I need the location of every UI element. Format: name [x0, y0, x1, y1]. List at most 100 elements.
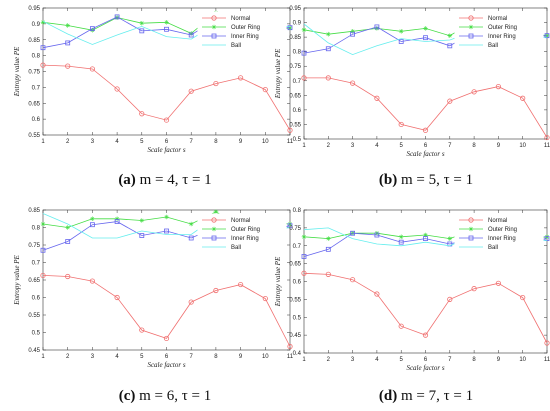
x-tick-label: 2 [66, 139, 70, 145]
data-point [301, 254, 307, 259]
y-tick-label: 0.8 [32, 54, 41, 60]
legend-marker [468, 217, 474, 223]
x-tick-label: 1 [302, 143, 306, 149]
x-tick-label: 9 [497, 143, 501, 149]
data-point [188, 88, 194, 94]
data-point [325, 271, 331, 277]
data-point [301, 270, 307, 276]
y-tick-label: 0.75 [28, 70, 40, 76]
x-tick-label: 11 [544, 357, 550, 363]
x-tick-label: 7 [448, 357, 452, 363]
x-tick-label: 7 [190, 139, 194, 145]
series-line-normal [42, 64, 291, 131]
legend-box [197, 213, 287, 255]
y-tick-label: 0.85 [28, 208, 40, 214]
x-tick-label: 9 [497, 357, 501, 363]
data-point [398, 121, 404, 128]
x-axis-label: Scale factor s [147, 146, 185, 154]
y-tick-label: 0.9 [32, 22, 41, 28]
data-point [114, 14, 120, 20]
data-point [544, 33, 550, 39]
data-point [398, 234, 404, 240]
data-point [326, 31, 331, 37]
data-point [398, 239, 404, 245]
y-tick-label: 0.85 [289, 35, 301, 41]
x-tick-label: 10 [262, 139, 269, 145]
data-point [114, 294, 120, 301]
data-point [139, 218, 145, 223]
y-tick-label: 0.7 [32, 261, 41, 267]
data-point [139, 327, 145, 333]
data-point [40, 247, 46, 253]
data-point [90, 27, 95, 33]
y-tick-label: 0.75 [289, 64, 301, 70]
legend: Normal Outer Ring Inner Ring Ball [454, 213, 544, 255]
x-tick-label: 8 [214, 139, 218, 145]
x-tick-label: 4 [375, 357, 379, 363]
y-axis-label: Entropy value PE [13, 255, 21, 306]
x-tick-label: 2 [327, 143, 331, 149]
panel-caption: (b) m = 5, τ = 1 [379, 172, 473, 188]
x-tick-label: 1 [302, 357, 306, 363]
y-tick-label: 0.7 [32, 85, 41, 91]
legend-marker [211, 15, 217, 21]
legend-marker [211, 226, 217, 232]
legend-label: Inner Ring [231, 236, 259, 242]
x-tick-label: 8 [214, 354, 218, 360]
y-tick-label: 0.65 [289, 262, 301, 268]
x-axis-label: Scale factor s [406, 150, 444, 158]
data-point [495, 84, 501, 90]
data-point [164, 214, 169, 220]
data-point [301, 234, 307, 240]
data-point [349, 277, 356, 283]
data-point [65, 239, 71, 244]
y-tick-label: 0.6 [32, 296, 41, 302]
y-tick-label: 0.6 [32, 117, 41, 123]
y-tick-label: 0.45 [28, 348, 40, 354]
data-point [238, 281, 244, 288]
y-tick-label: 0.5 [293, 315, 302, 321]
x-tick-label: 1 [41, 354, 45, 360]
x-tick-label: 3 [351, 143, 355, 149]
data-point [65, 40, 71, 46]
x-tick-label: 7 [448, 143, 452, 149]
data-point [164, 19, 169, 25]
data-point [471, 89, 477, 95]
legend-label: Ball [231, 43, 241, 49]
x-tick-label: 9 [239, 354, 243, 360]
data-point [325, 46, 331, 52]
y-axis-label: Entropy value PE [13, 46, 21, 97]
legend-label: Ball [488, 245, 498, 251]
x-tick-label: 3 [351, 357, 355, 363]
legend-marker [468, 15, 474, 21]
legend-marker [211, 33, 217, 39]
x-tick-label: 8 [472, 143, 476, 149]
legend-marker [468, 24, 474, 30]
y-tick-label: 0.95 [28, 6, 40, 12]
x-tick-label: 4 [375, 143, 379, 149]
data-point [301, 27, 307, 33]
y-tick-label: 0.5 [32, 331, 41, 337]
legend-label: Normal [231, 218, 250, 224]
x-tick-label: 3 [91, 354, 95, 360]
x-tick-label: 6 [424, 143, 428, 149]
x-tick-label: 1 [41, 139, 45, 145]
x-tick-label: 5 [400, 143, 404, 149]
data-point [423, 232, 428, 238]
y-tick-label: 0.85 [28, 38, 40, 44]
data-point [374, 291, 380, 297]
legend-label: Inner Ring [488, 236, 516, 242]
y-tick-label: 0.65 [289, 93, 301, 99]
legend-label: Ball [231, 245, 241, 251]
data-point [89, 66, 96, 72]
data-point [65, 23, 70, 28]
legend-label: Inner Ring [231, 34, 259, 40]
data-point [164, 26, 169, 32]
legend-label: Outer Ring [231, 227, 260, 233]
legend-label: Outer Ring [488, 227, 517, 233]
data-point [238, 75, 244, 81]
y-tick-label: 0.8 [293, 208, 302, 214]
legend-label: Normal [488, 218, 507, 224]
x-tick-label: 5 [140, 354, 144, 360]
